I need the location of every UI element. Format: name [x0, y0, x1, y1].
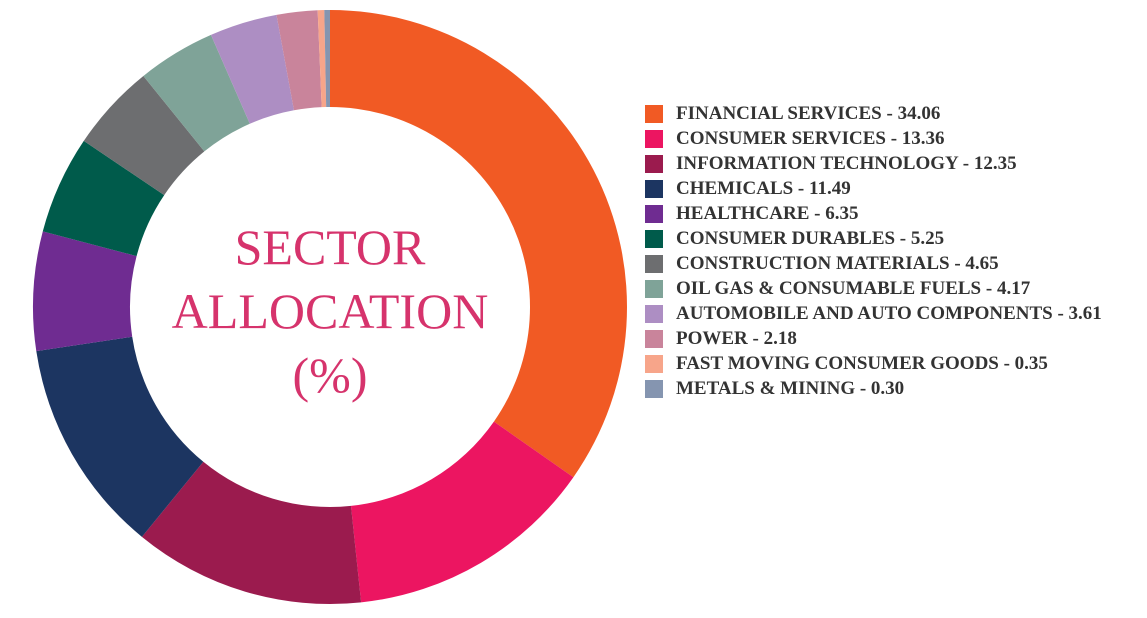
legend-item: CONSTRUCTION MATERIALS - 4.65: [645, 251, 1135, 277]
donut-slice: [330, 10, 627, 478]
legend-item: FAST MOVING CONSUMER GOODS - 0.35: [645, 351, 1135, 377]
donut-slice: [210, 14, 294, 124]
legend-swatch: [645, 305, 663, 323]
chart: SECTOR ALLOCATION (%): [32, 10, 627, 604]
legend-swatch: [645, 380, 663, 398]
donut-slice: [32, 231, 137, 352]
donut-slice: [143, 34, 250, 152]
legend-item: CHEMICALS - 11.49: [645, 176, 1135, 202]
legend-label: OIL GAS & CONSUMABLE FUELS - 4.17: [676, 278, 1031, 299]
legend-item: INFORMATION TECHNOLOGY - 12.35: [645, 151, 1135, 177]
legend-swatch: [645, 130, 663, 148]
legend-label: POWER - 2.18: [676, 328, 797, 349]
chart-title: SECTOR: [235, 219, 426, 275]
legend-swatch: [645, 230, 663, 248]
legend-item: CONSUMER SERVICES - 13.36: [645, 126, 1135, 152]
legend-label: CONSUMER DURABLES - 5.25: [676, 228, 945, 249]
legend-label: CONSTRUCTION MATERIALS - 4.65: [676, 253, 999, 274]
donut-slice: [141, 461, 362, 604]
legend: FINANCIAL SERVICES - 34.06 CONSUMER SERVI…: [645, 101, 1135, 401]
legend-label: METALS & MINING - 0.30: [676, 378, 905, 399]
legend-label: AUTOMOBILE AND AUTO COMPONENTS - 3.61: [676, 303, 1102, 324]
legend-item: HEALTHCARE - 6.35: [645, 201, 1135, 227]
legend-item: CONSUMER DURABLES - 5.25: [645, 226, 1135, 252]
donut-slice: [36, 336, 204, 537]
legend-swatch: [645, 155, 663, 173]
donut-slice: [350, 421, 574, 603]
donut-slice: [83, 75, 205, 196]
legend-swatch: [645, 280, 663, 298]
donut-slice: [317, 10, 327, 108]
donut-slice: [324, 10, 330, 108]
legend-item: POWER - 2.18: [645, 326, 1135, 352]
legend-item: AUTOMOBILE AND AUTO COMPONENTS - 3.61: [645, 301, 1135, 327]
donut-slice: [276, 10, 322, 111]
legend-swatch: [645, 330, 663, 348]
legend-label: INFORMATION TECHNOLOGY - 12.35: [676, 153, 1017, 174]
legend-label: CHEMICALS - 11.49: [676, 178, 851, 199]
legend-swatch: [645, 355, 663, 373]
chart-title: (%): [293, 347, 368, 403]
legend-label: HEALTHCARE - 6.35: [676, 203, 859, 224]
legend-swatch: [645, 205, 663, 223]
legend-item: METALS & MINING - 0.30: [645, 376, 1135, 402]
legend-swatch: [645, 255, 663, 273]
legend-item: FINANCIAL SERVICES - 34.06: [645, 101, 1135, 127]
legend-swatch: [645, 180, 663, 198]
legend-item: OIL GAS & CONSUMABLE FUELS - 4.17: [645, 276, 1135, 302]
donut-slice: [42, 140, 165, 257]
legend-swatch: [645, 105, 663, 123]
legend-label: CONSUMER SERVICES - 13.36: [676, 128, 945, 149]
legend-label: FINANCIAL SERVICES - 34.06: [676, 103, 941, 124]
legend-label: FAST MOVING CONSUMER GOODS - 0.35: [676, 353, 1048, 374]
chart-title: ALLOCATION: [172, 283, 489, 339]
